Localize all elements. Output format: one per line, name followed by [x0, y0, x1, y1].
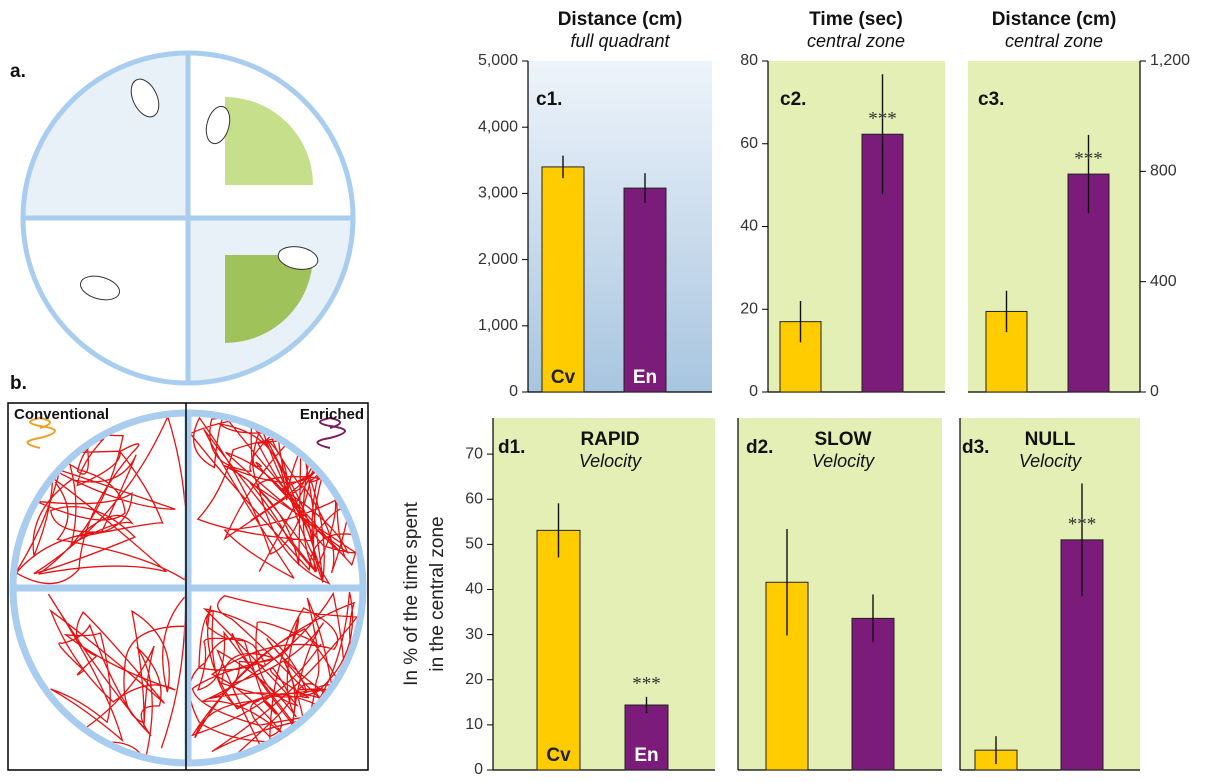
y-tick-label: 20: [740, 300, 758, 317]
y-tick-label: 40: [740, 218, 758, 235]
group-label: Conventional: [14, 406, 109, 423]
chart-subtitle: Velocity: [579, 451, 642, 471]
y-tick-label: 3,000: [478, 185, 518, 202]
y-tick-label: 20: [465, 671, 483, 688]
panel-label: d3.: [962, 437, 989, 458]
bar-label: Cv: [551, 367, 576, 388]
significance-label: ***: [868, 109, 897, 130]
panel-label: b.: [10, 373, 27, 394]
chart-subtitle: Velocity: [1019, 451, 1082, 471]
bar: [541, 166, 585, 393]
panel-label: c1.: [536, 89, 562, 110]
y-tick-label: 1,000: [478, 317, 518, 334]
significance-label: ***: [632, 673, 661, 694]
chart-subtitle: central zone: [807, 31, 905, 51]
chart-subtitle: Velocity: [812, 451, 875, 471]
panel-label: a.: [10, 61, 26, 82]
bar: [624, 704, 669, 771]
chart-title: RAPID: [580, 429, 639, 450]
y-tick-label: 10: [465, 716, 483, 733]
arena-illustration: [20, 50, 356, 386]
chart-title: Distance (cm): [558, 9, 683, 30]
group-label: Enriched: [300, 406, 364, 423]
y-tick-label: 0: [474, 761, 483, 778]
significance-label: ***: [1068, 514, 1097, 535]
chart-title: NULL: [1025, 429, 1076, 450]
y-tick-label: 80: [740, 52, 758, 69]
bar: [536, 529, 581, 771]
y-tick-label: 60: [465, 490, 483, 507]
y-axis-label: In % of the time spent: [401, 501, 422, 685]
bar-label: En: [634, 745, 658, 766]
y-tick-label: 0: [509, 383, 518, 400]
y-tick-label: 400: [1150, 273, 1177, 290]
y-tick-label: 30: [465, 626, 483, 643]
significance-label: ***: [1074, 148, 1103, 169]
bar-label: Cv: [546, 745, 571, 766]
panel-label: d1.: [498, 437, 525, 458]
y-tick-label: 1,200: [1150, 52, 1190, 69]
y-tick-label: 0: [1150, 383, 1159, 400]
y-tick-label: 60: [740, 135, 758, 152]
y-tick-label: 70: [465, 445, 483, 462]
panel-label: d2.: [746, 437, 773, 458]
y-tick-label: 40: [465, 581, 483, 598]
chart-title: Distance (cm): [992, 9, 1117, 30]
chart-title: SLOW: [815, 429, 872, 450]
chart-subtitle: full quadrant: [570, 31, 670, 51]
y-tick-label: 50: [465, 536, 483, 553]
y-tick-label: 0: [749, 383, 758, 400]
chart-title: Time (sec): [809, 9, 903, 30]
bar-label: En: [633, 367, 657, 388]
y-tick-label: 4,000: [478, 118, 518, 135]
panel-label: c2.: [780, 89, 806, 110]
plot-background: [960, 418, 1140, 770]
y-tick-label: 800: [1150, 163, 1177, 180]
chart-subtitle: central zone: [1005, 31, 1103, 51]
plot-background: [493, 418, 715, 770]
track: [188, 591, 360, 760]
y-axis-label: in the central zone: [427, 516, 448, 671]
y-tick-label: 2,000: [478, 251, 518, 268]
track: [16, 416, 188, 587]
track-illustration: [7, 402, 369, 771]
bar: [623, 187, 667, 393]
y-tick-label: 5,000: [478, 52, 518, 69]
panel-label: c3.: [978, 89, 1004, 110]
